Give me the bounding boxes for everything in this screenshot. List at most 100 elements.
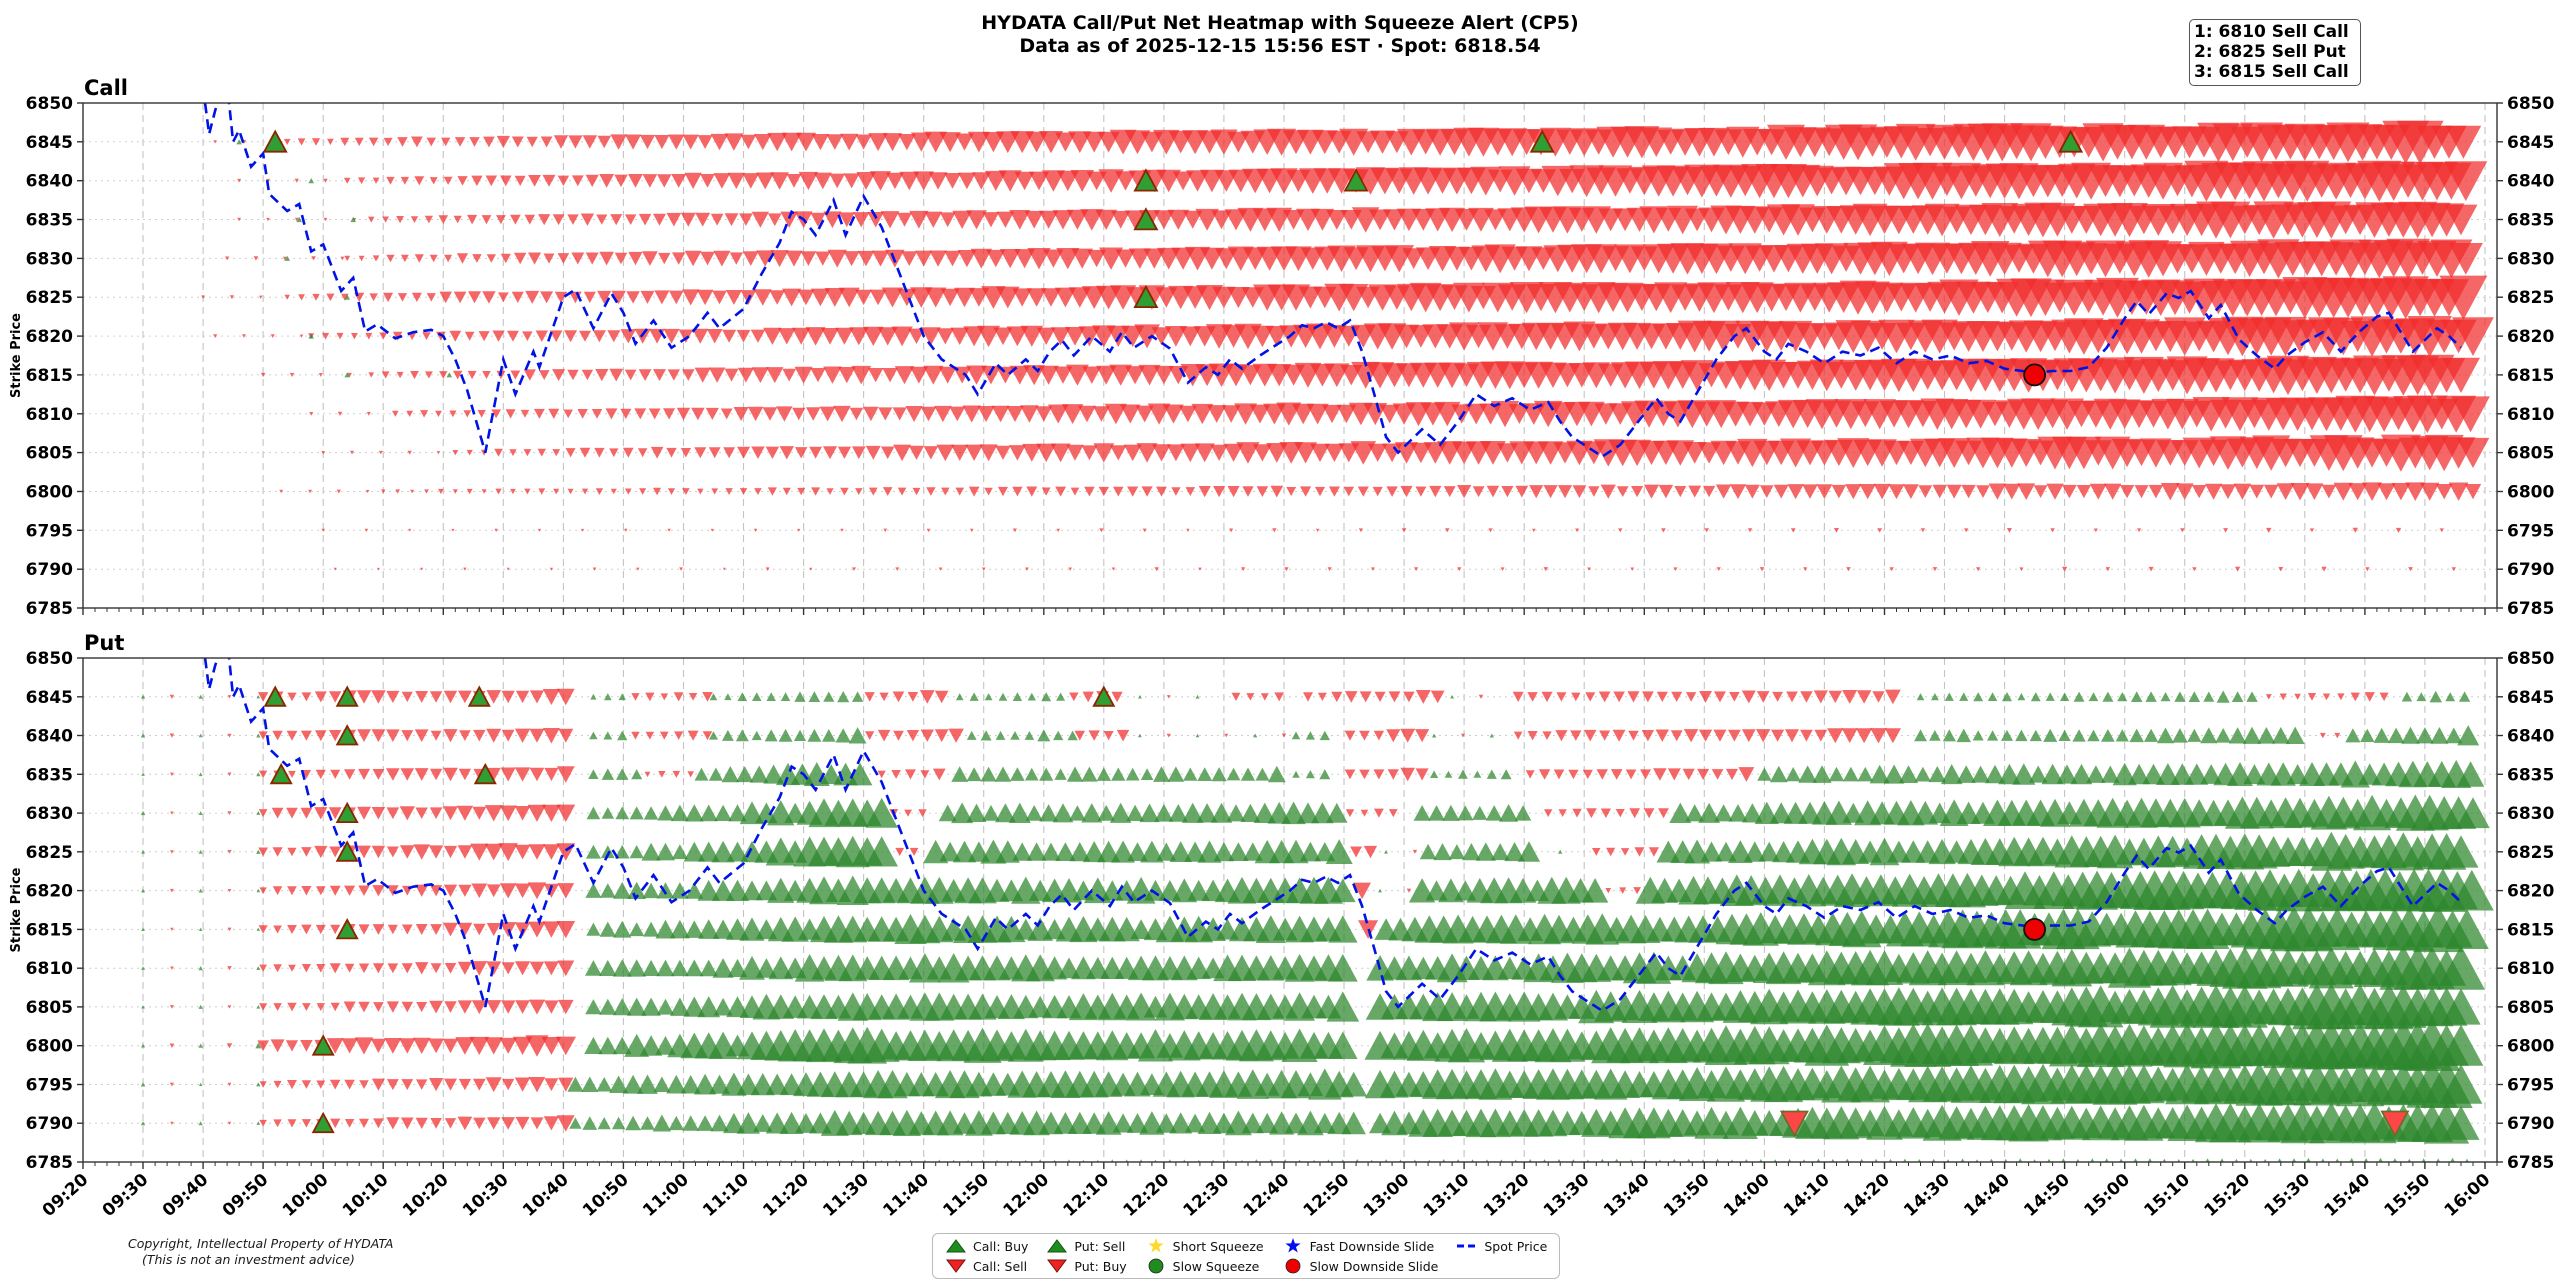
dash-icon — [1457, 1244, 1478, 1248]
x-tick-label: 09:30 — [99, 1170, 153, 1221]
x-tick-label: 09:50 — [219, 1170, 273, 1221]
put-row-6830 — [140, 794, 2490, 831]
triangle-down-icon — [1047, 1259, 1068, 1273]
y-tick-label: 6805 — [2507, 444, 2554, 464]
x-tick-label: 13:00 — [1360, 1170, 1414, 1221]
y-tick-label: 6810 — [2507, 959, 2554, 979]
x-tick-label: 10:20 — [399, 1170, 453, 1221]
x-tick-label: 13:30 — [1540, 1170, 1594, 1221]
call-row-6795 — [321, 527, 2444, 533]
x-tick-label: 12:30 — [1180, 1170, 1234, 1221]
x-tick-label: 13:10 — [1420, 1170, 1474, 1221]
star-icon — [1285, 1238, 1301, 1253]
x-tick-label: 11:00 — [639, 1170, 693, 1221]
y-tick-label: 6795 — [26, 521, 73, 541]
legend-label: Put: Buy — [1074, 1258, 1127, 1274]
legend-label: Short Squeeze — [1172, 1238, 1264, 1254]
x-tick-label: 10:40 — [519, 1170, 573, 1221]
put-signal-markers — [263, 685, 2410, 1138]
y-tick-label: 6795 — [26, 1076, 73, 1096]
legend-label: Call: Sell — [973, 1258, 1028, 1274]
y-tick-label: 6795 — [2507, 1076, 2554, 1096]
y-tick-label: 6805 — [2507, 998, 2554, 1018]
x-tick-label: 14:10 — [1780, 1170, 1834, 1221]
y-tick-label: 6795 — [2507, 521, 2554, 541]
copyright-line-1: Copyright, Intellectual Property of HYDA… — [128, 1236, 394, 1251]
put-panel: 6850 6850 6845 6845 6840 6840 6835 6835 6830 6830… — [9, 631, 2554, 1173]
y-tick-label: 6850 — [26, 649, 73, 669]
legend-label: Slow Downside Slide — [1309, 1258, 1439, 1274]
y-tick-label: 6840 — [2507, 172, 2554, 192]
legend-item: Put: Buy — [1046, 1258, 1127, 1274]
legend-item: Fast Downside Slide — [1282, 1238, 1439, 1254]
y-tick-label: 6835 — [2507, 765, 2554, 785]
y-tick-label: 6830 — [26, 804, 73, 824]
y-tick-label: 6810 — [2507, 405, 2554, 425]
x-tick-label: 11:20 — [759, 1170, 813, 1221]
panel-title-put: Put — [84, 631, 124, 655]
y-tick-label: 6785 — [2507, 1153, 2554, 1173]
legend-label: Put: Sell — [1074, 1238, 1126, 1254]
x-tick-label: 10:50 — [579, 1170, 633, 1221]
y-tick-label: 6845 — [2507, 688, 2554, 708]
put-row-6835 — [141, 759, 2485, 788]
y-tick-label: 6785 — [26, 1153, 73, 1173]
legend-item: Call: Buy — [945, 1238, 1028, 1254]
legend-item: Call: Sell — [945, 1258, 1028, 1274]
x-tick-label: 12:10 — [1060, 1170, 1114, 1221]
x-tick-label: 10:10 — [339, 1170, 393, 1221]
x-tick-label: 10:00 — [279, 1170, 333, 1221]
y-tick-label: 6840 — [26, 172, 73, 192]
y-tick-label: 6805 — [26, 998, 73, 1018]
x-tick-label: 15:50 — [2381, 1170, 2435, 1221]
x-tick-label: 12:40 — [1240, 1170, 1294, 1221]
x-tick-label: 14:50 — [2020, 1170, 2074, 1221]
put-row-6805 — [141, 983, 2481, 1030]
call-signal-markers — [262, 129, 2084, 308]
y-tick-label: 6835 — [26, 211, 73, 231]
call-row-6830 — [225, 238, 2483, 280]
y-tick-label: 6830 — [2507, 804, 2554, 824]
legend-item: Short Squeeze — [1145, 1238, 1264, 1254]
x-tick-label: 12:20 — [1120, 1170, 1174, 1221]
call-y-axis-label: Strike Price — [9, 313, 24, 398]
y-tick-label: 6810 — [26, 959, 73, 979]
y-tick-label: 6805 — [26, 444, 73, 464]
put-row-6790 — [140, 1101, 2480, 1144]
legend-label: Slow Squeeze — [1172, 1258, 1260, 1274]
put-spot-price-line — [203, 658, 2462, 1013]
y-tick-label: 6825 — [26, 288, 73, 308]
legend-item: Put: Sell — [1046, 1238, 1126, 1254]
y-tick-label: 6820 — [26, 882, 73, 902]
x-tick-label: 13:40 — [1600, 1170, 1654, 1221]
circle-icon — [1285, 1258, 1301, 1274]
call-slow-downside-slide-marker — [2023, 363, 2046, 387]
y-tick-label: 6800 — [2507, 483, 2554, 503]
put-row-6825 — [141, 831, 2479, 871]
y-tick-label: 6825 — [2507, 843, 2554, 863]
call-marker-rows — [201, 120, 2494, 572]
y-tick-label: 6825 — [26, 843, 73, 863]
put-row-6820 — [141, 868, 2494, 912]
legend-label: Spot Price — [1484, 1238, 1548, 1254]
legend: Call: Buy Call: Sell Put: Sell Put: Buy Shor… — [932, 1233, 1561, 1279]
x-tick-label: 13:20 — [1480, 1170, 1534, 1221]
chart-subtitle: Data as of 2025-12-15 15:56 EST · Spot: … — [1019, 35, 1541, 57]
y-tick-label: 6820 — [26, 327, 73, 347]
x-tick-label: 16:00 — [2441, 1170, 2495, 1221]
x-tick-label: 15:20 — [2201, 1170, 2255, 1221]
legend-label: Call: Buy — [973, 1238, 1029, 1254]
y-tick-label: 6785 — [26, 599, 73, 619]
star-icon — [1148, 1238, 1164, 1253]
y-tick-label: 6790 — [26, 1114, 73, 1134]
y-tick-label: 6830 — [2507, 249, 2554, 269]
y-tick-label: 6820 — [2507, 327, 2554, 347]
put-row-6845 — [141, 688, 2471, 706]
call-row-6790 — [333, 566, 2456, 572]
put-y-axis-label: Strike Price — [9, 867, 24, 952]
call-panel: 6850 6850 6845 6845 6840 6840 6835 6835 6830 6830… — [9, 76, 2554, 619]
chart-title: HYDATA Call/Put Net Heatmap with Squeeze… — [981, 12, 1579, 34]
y-tick-label: 6835 — [26, 765, 73, 785]
